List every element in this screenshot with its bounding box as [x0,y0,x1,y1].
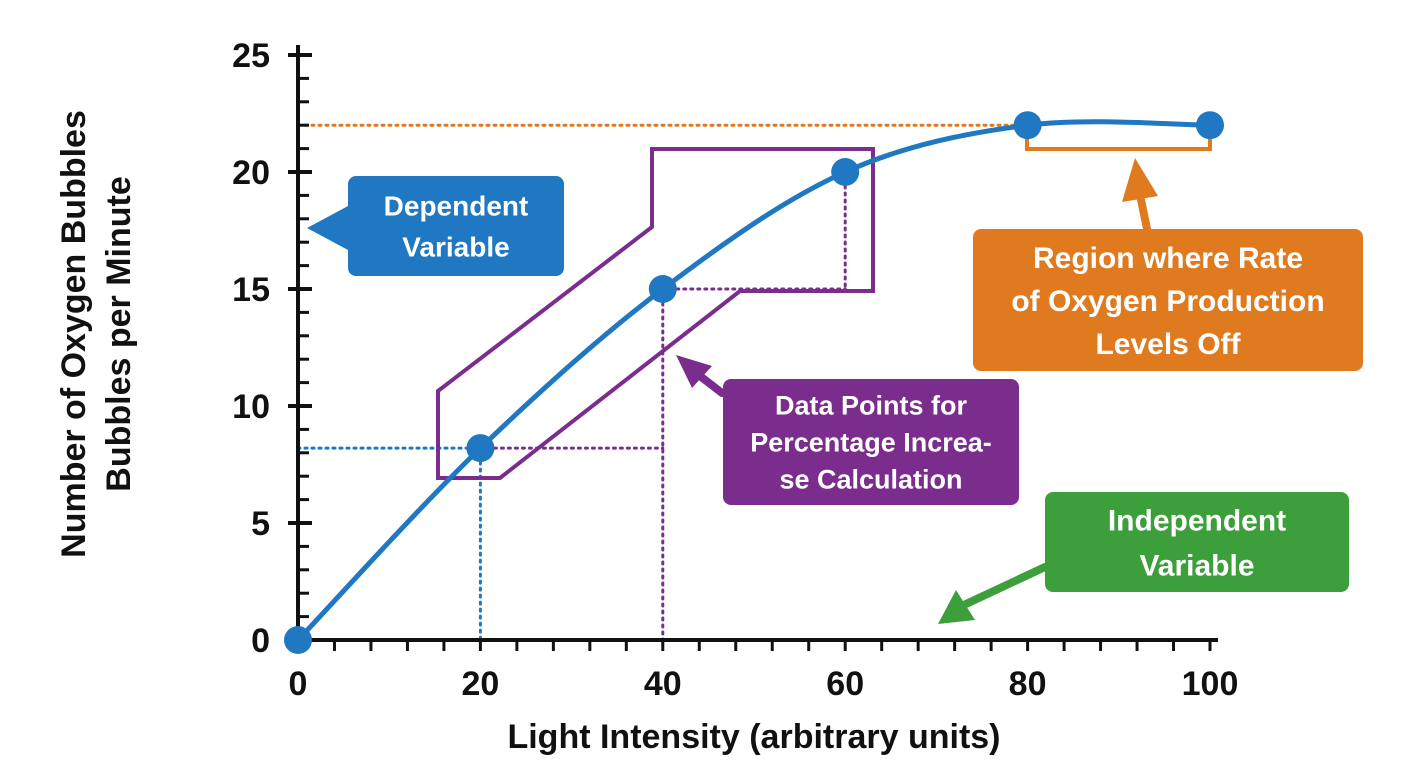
independent-arrow-icon [938,590,975,624]
plateau-callout-text: Region where Rate [1033,242,1303,275]
data-points-callout-text: se Calculation [779,465,962,495]
data-point [1013,111,1042,140]
dependent-callout-box [348,176,564,276]
data-points-callout-text: Percentage Increa- [750,428,992,458]
data-points-arrow-shaft [696,372,726,397]
x-tick-label: 100 [1182,665,1239,703]
y-tick-label: 5 [251,505,270,543]
x-tick-label: 20 [461,665,499,703]
independent-callout-box [1045,492,1349,592]
y-axis-title: Number of Oxygen Bubbles Bubbles per Minu… [55,110,138,558]
data-point [1196,111,1224,140]
plateau-callout-box [973,229,1363,371]
data-point [284,626,312,654]
plateau-arrow-shaft [1136,191,1151,233]
data-points-callout-box [723,379,1019,505]
plateau-callout: Region where Rate of Oxygen Production Lev… [973,229,1363,371]
independent-callout: Independent Variable [1045,492,1349,592]
x-tick-label: 80 [1009,665,1047,703]
x-tick-label: 60 [826,665,864,703]
data-point [831,158,860,186]
y-tick-label: 20 [232,154,270,192]
independent-callout-text: Variable [1139,549,1254,582]
dependent-callout-text: Dependent [384,191,529,222]
plateau-arrow-icon [1122,158,1158,202]
y-tick-label: 0 [251,622,270,660]
data-points-callout: Data Points for Percentage Increa-se Calc… [723,379,1019,505]
dependent-callout: Dependent Variable [348,176,564,276]
dependent-arrow-icon [307,206,348,250]
x-tick-label: 0 [289,665,308,703]
y-axis-title-line: Bubbles per Minute [100,176,138,491]
data-points-highlight-frame [436,147,875,480]
data-point [648,275,677,303]
x-axis-title: Light Intensity (arbitrary units) [507,718,1000,756]
independent-arrow-shaft [962,563,1049,608]
y-tick-label: 25 [232,37,270,75]
dependent-callout-text: Variable [402,232,509,263]
data-points-callout-text: Data Points for [775,391,968,421]
axes-layer: 0 5 10 15 20 25 0 20 40 60 80 100 Light Intensity (a… [55,37,1238,756]
y-axis-title-line: Number of Oxygen Bubbles [55,110,93,558]
plateau-callout-text: of Oxygen Production [1011,285,1324,318]
y-tick-label: 10 [232,388,270,426]
independent-callout-text: Independent [1108,504,1286,537]
series-layer [284,111,1224,654]
data-point [466,434,495,463]
plateau-bracket [1025,132,1212,151]
data-points-arrow-icon [676,355,712,388]
highlight-frames-layer [436,132,1212,480]
y-tick-label: 15 [232,271,270,309]
x-tick-label: 40 [644,665,682,703]
plateau-callout-text: Levels Off [1095,328,1241,361]
annotations-layer: Dependent Variable Data Points for Percenta… [307,158,1363,624]
